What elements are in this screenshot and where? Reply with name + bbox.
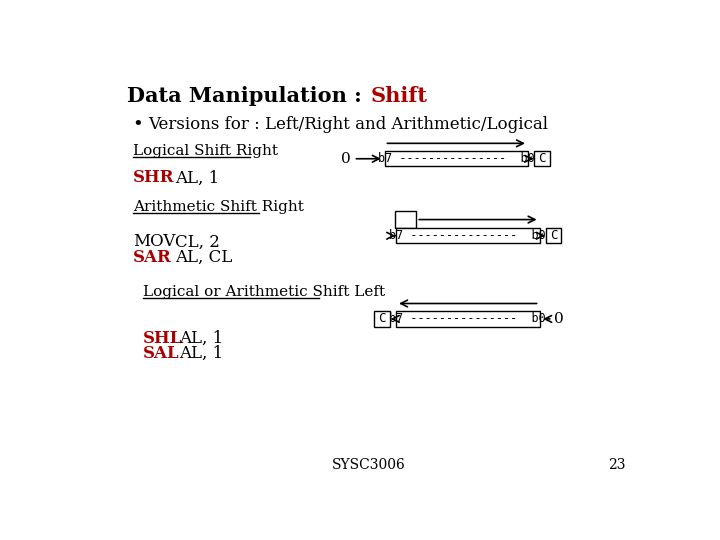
Text: Versions for : Left/Right and Arithmetic/Logical: Versions for : Left/Right and Arithmetic…: [148, 116, 548, 133]
Text: Logical Shift Right: Logical Shift Right: [132, 144, 278, 158]
Bar: [534, 151, 549, 166]
Text: MOV: MOV: [132, 233, 175, 251]
Text: AL, CL: AL, CL: [175, 249, 233, 266]
Text: C: C: [379, 313, 386, 326]
Text: C: C: [549, 230, 557, 242]
Bar: [384, 151, 528, 166]
Text: Shift: Shift: [371, 86, 428, 106]
Text: AL, 1: AL, 1: [175, 170, 220, 186]
Text: SAR: SAR: [132, 249, 171, 266]
Text: b7 ---------------  b0: b7 --------------- b0: [390, 313, 546, 326]
Text: AL, 1: AL, 1: [179, 329, 223, 347]
Text: C: C: [538, 152, 546, 165]
Text: Logical or Arithmetic Shift Left: Logical or Arithmetic Shift Left: [143, 285, 384, 299]
Text: SYSC3006: SYSC3006: [332, 458, 406, 472]
Bar: [395, 211, 416, 228]
Text: 0: 0: [341, 152, 351, 166]
Text: 0: 0: [554, 312, 564, 326]
Text: AL, 1: AL, 1: [179, 345, 223, 362]
Bar: [396, 311, 539, 327]
Text: SHR: SHR: [132, 170, 174, 186]
Bar: [546, 228, 561, 244]
Bar: [374, 311, 390, 327]
Text: b7 ---------------  b0: b7 --------------- b0: [390, 230, 546, 242]
Text: SHL: SHL: [143, 329, 182, 347]
Text: •: •: [132, 116, 143, 134]
Text: CL, 2: CL, 2: [175, 233, 220, 251]
Text: SAL: SAL: [143, 345, 179, 362]
Text: b7 ---------------  b0: b7 --------------- b0: [378, 152, 534, 165]
Text: 23: 23: [608, 458, 626, 472]
Text: Arithmetic Shift Right: Arithmetic Shift Right: [132, 200, 304, 214]
Text: Data Manipulation :: Data Manipulation :: [127, 86, 369, 106]
Bar: [396, 228, 539, 244]
